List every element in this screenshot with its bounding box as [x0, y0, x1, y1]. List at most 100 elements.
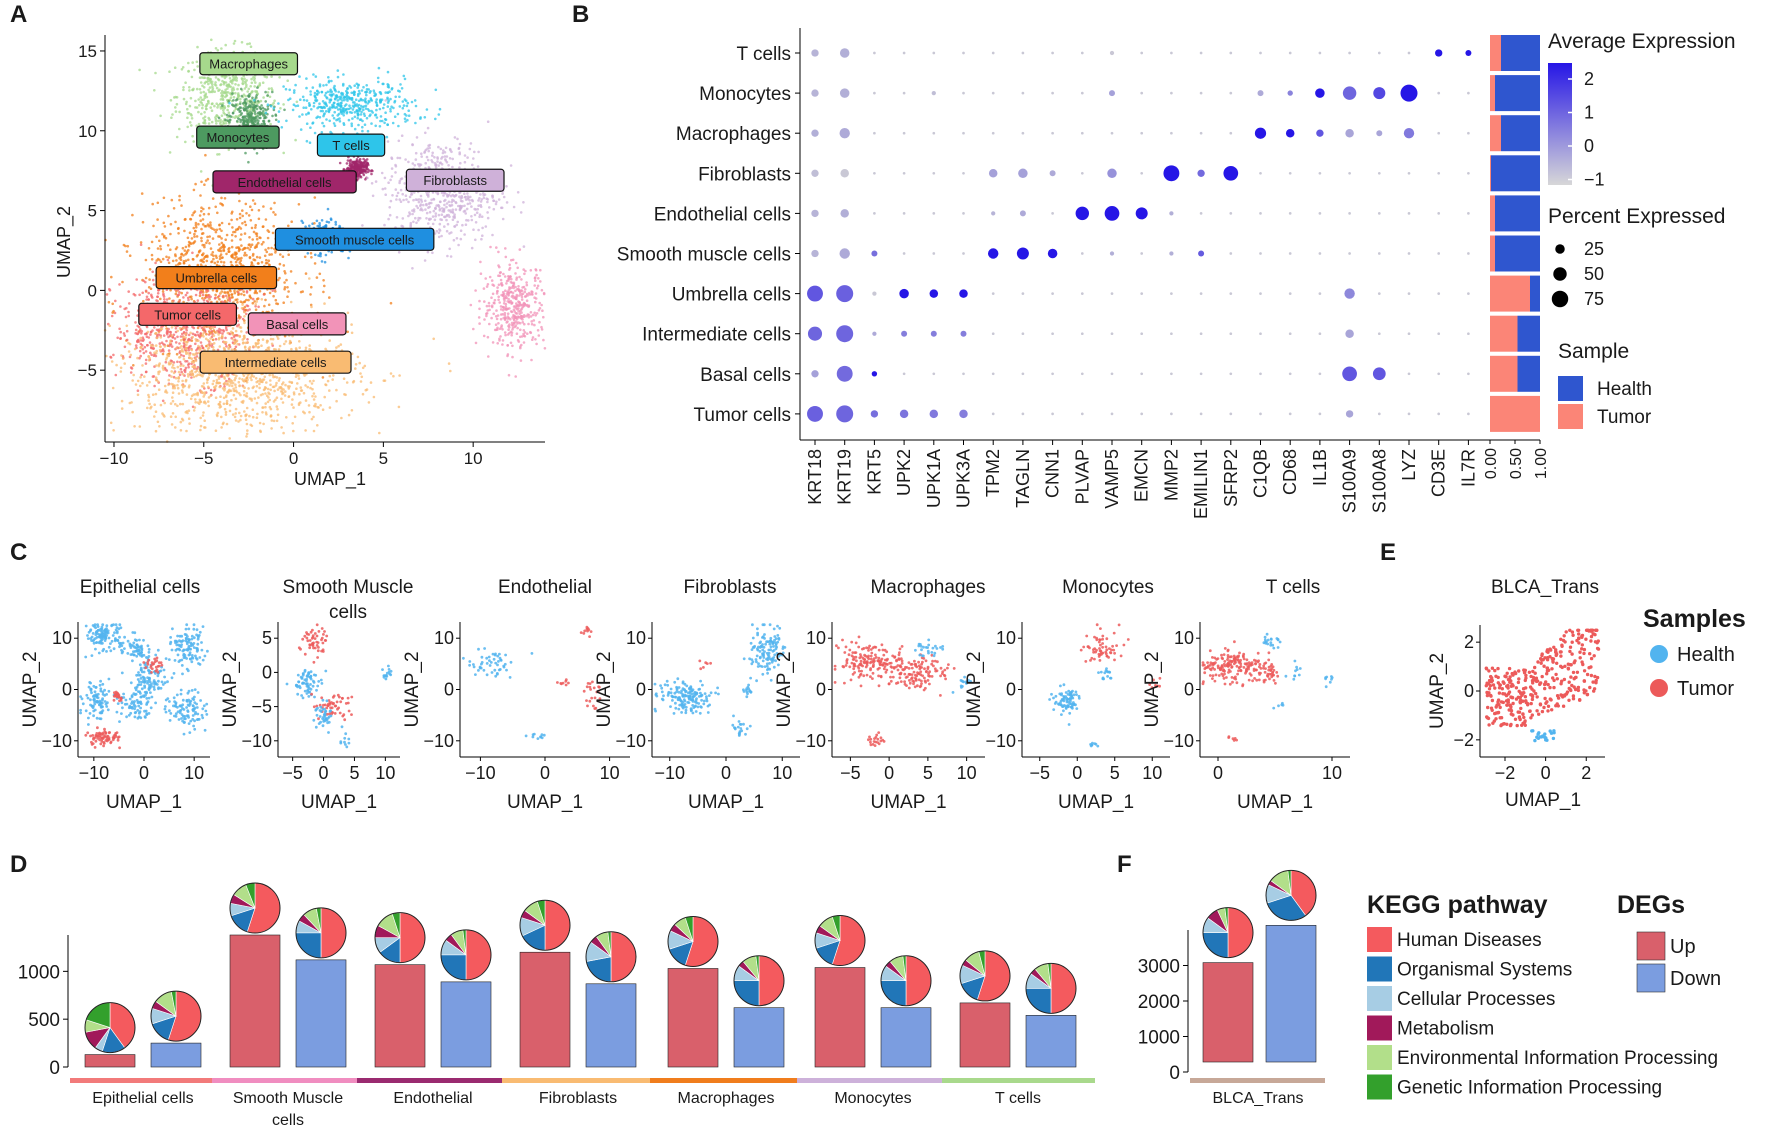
umap-a-point [377, 66, 381, 70]
umap-a-point [446, 195, 449, 198]
umap-a-point [494, 323, 498, 327]
umap-a-point [153, 326, 156, 329]
umap-a-point [248, 236, 251, 239]
umap-a-point [224, 122, 228, 125]
umap-a-point [382, 106, 385, 110]
umap-a-point [174, 220, 177, 224]
umap-a-point [227, 293, 231, 297]
umap-a-point [263, 304, 266, 308]
umap-a-point [428, 201, 432, 205]
umap-a-point [354, 367, 357, 370]
umap-a-point [491, 292, 495, 296]
umap-a-point [144, 280, 147, 284]
umap-a-point [335, 105, 339, 109]
umap-a-point [178, 194, 181, 198]
umap-a-point [510, 323, 514, 327]
umap-a-point [378, 125, 382, 128]
umap-a-point [343, 95, 347, 99]
umap-a-point [541, 309, 544, 313]
umap-a-point [241, 222, 244, 225]
umap-a-point [369, 90, 372, 93]
umap-a-point [223, 197, 227, 200]
umap-a-point [517, 285, 520, 288]
umap-a-point [304, 399, 308, 402]
umap-a-point [292, 406, 295, 409]
umap-a-point [496, 342, 500, 345]
umap-a-point [431, 215, 435, 218]
umap-a-point [248, 295, 252, 299]
umap-a-point [137, 340, 141, 343]
umap-a-point [374, 124, 378, 128]
umap-a-point [504, 316, 507, 319]
umap-a-point [243, 251, 247, 255]
umap-a-point [375, 103, 379, 107]
umap-a-point [445, 229, 449, 233]
umap-a-point [242, 74, 245, 78]
umap-a-point [207, 333, 211, 336]
umap-a-point [351, 117, 354, 120]
umap-a-point [181, 372, 185, 376]
umap-a-point [504, 255, 508, 259]
umap-a-point [187, 365, 190, 369]
umap-a-point [360, 110, 363, 114]
umap-a-point [390, 175, 394, 178]
umap-a-point [228, 120, 231, 124]
umap-a-point [530, 320, 533, 323]
umap-a-point [210, 82, 214, 86]
umap-a-point [314, 395, 317, 398]
umap-a-point [258, 236, 261, 239]
umap-a-point [230, 239, 234, 242]
umap-a-point [200, 112, 203, 116]
umap-a-point [286, 295, 289, 299]
umap-a-point [243, 315, 246, 318]
umap-a-point [272, 211, 275, 214]
umap-a-point [239, 238, 242, 241]
umap-a-point [191, 61, 194, 64]
umap-a-point [454, 208, 458, 211]
umap-a-point [228, 77, 232, 80]
umap-a-point [427, 149, 431, 153]
umap-a-point [198, 294, 202, 298]
umap-a-point [422, 203, 425, 207]
umap-a-point [283, 286, 287, 289]
umap-a-point [197, 344, 200, 348]
umap-a-point [282, 301, 286, 305]
umap-a-point [215, 378, 219, 382]
umap-a-point [221, 102, 225, 105]
umap-a-point [282, 431, 285, 435]
umap-a-point [248, 256, 252, 260]
umap-a-point [304, 272, 308, 275]
umap-a-point [346, 159, 350, 162]
umap-a-point [482, 334, 486, 338]
umap-a-point [337, 344, 340, 348]
umap-a-point [183, 229, 186, 233]
umap-a-point [416, 198, 419, 202]
umap-a-point [487, 301, 491, 305]
umap-a-point [216, 211, 219, 215]
umap-a-point [323, 395, 327, 399]
umap-a-point [504, 289, 507, 293]
umap-a-point [473, 150, 476, 154]
umap-a-point [525, 281, 528, 284]
umap-a-point [151, 375, 155, 378]
umap-a-point [251, 297, 255, 301]
umap-a-point [347, 413, 351, 417]
umap-a-point [218, 255, 222, 258]
umap-a-point [199, 170, 203, 173]
umap-a-point [534, 279, 537, 283]
umap-a-point [361, 129, 364, 133]
umap-a-point [200, 344, 204, 348]
umap-a-point [515, 312, 519, 315]
umap-a-point [446, 222, 450, 226]
umap-a-point [153, 384, 156, 388]
umap-a-point [270, 75, 273, 78]
umap-a-point [193, 210, 197, 213]
umap-a-point [365, 165, 368, 168]
umap-a-point [312, 105, 316, 108]
umap-a-point [202, 117, 205, 120]
umap-a-point [260, 122, 264, 126]
umap-a-point [234, 345, 238, 349]
umap-a-point [159, 247, 163, 251]
umap-a-point [533, 296, 536, 300]
umap-a-point [417, 200, 421, 204]
